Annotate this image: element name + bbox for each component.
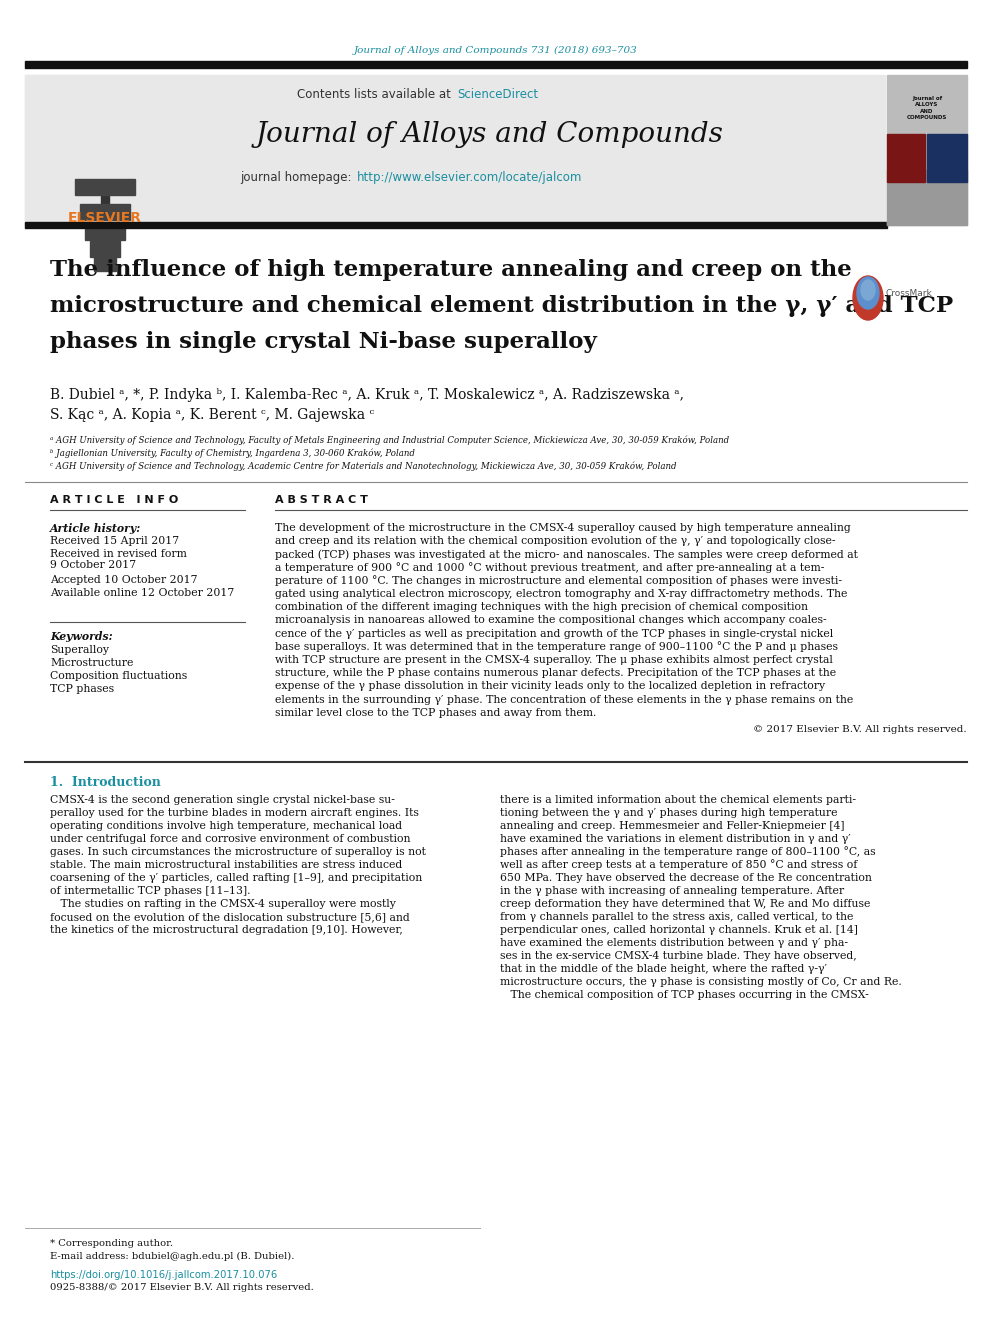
Text: Article history:: Article history:: [50, 523, 141, 533]
Text: there is a limited information about the chemical elements parti-: there is a limited information about the…: [500, 795, 856, 804]
Text: expense of the γ phase dissolution in their vicinity leads only to the localized: expense of the γ phase dissolution in th…: [275, 681, 825, 692]
Text: ELSEVIER: ELSEVIER: [68, 210, 142, 225]
Text: Composition fluctuations: Composition fluctuations: [50, 671, 187, 681]
Text: under centrifugal force and corrosive environment of combustion: under centrifugal force and corrosive en…: [50, 833, 411, 844]
Bar: [887, 169, 967, 225]
Text: 9 October 2017: 9 October 2017: [50, 560, 136, 570]
Text: 1.  Introduction: 1. Introduction: [50, 777, 161, 790]
Text: S. Kąc ᵃ, A. Kopia ᵃ, K. Berent ᶜ, M. Gajewska ᶜ: S. Kąc ᵃ, A. Kopia ᵃ, K. Berent ᶜ, M. Ga…: [50, 407, 374, 422]
Text: A B S T R A C T: A B S T R A C T: [275, 495, 368, 505]
Text: ᵇ Jagiellonian University, Faculty of Chemistry, Ingardena 3, 30-060 Kraków, Pol: ᵇ Jagiellonian University, Faculty of Ch…: [50, 448, 415, 458]
Text: https://doi.org/10.1016/j.jallcom.2017.10.076: https://doi.org/10.1016/j.jallcom.2017.1…: [50, 1270, 277, 1279]
Text: The development of the microstructure in the CMSX-4 superalloy caused by high te: The development of the microstructure in…: [275, 523, 851, 533]
Bar: [101, 180, 109, 210]
Text: perature of 1100 °C. The changes in microstructure and elemental composition of : perature of 1100 °C. The changes in micr…: [275, 576, 842, 586]
Text: coarsening of the γ′ particles, called rafting [1–9], and precipitation: coarsening of the γ′ particles, called r…: [50, 873, 423, 882]
Text: from γ channels parallel to the stress axis, called vertical, to the: from γ channels parallel to the stress a…: [500, 912, 853, 922]
Text: journal homepage:: journal homepage:: [240, 172, 355, 184]
Text: Received in revised form: Received in revised form: [50, 549, 186, 560]
Text: phases after annealing in the temperature range of 800–1100 °C, as: phases after annealing in the temperatur…: [500, 847, 876, 857]
Text: base superalloys. It was determined that in the temperature range of 900–1100 °C: base superalloys. It was determined that…: [275, 642, 838, 652]
Text: Available online 12 October 2017: Available online 12 October 2017: [50, 587, 234, 598]
Text: http://www.elsevier.com/locate/jalcom: http://www.elsevier.com/locate/jalcom: [357, 172, 582, 184]
Text: ses in the ex-service CMSX-4 turbine blade. They have observed,: ses in the ex-service CMSX-4 turbine bla…: [500, 951, 857, 960]
Text: peralloy used for the turbine blades in modern aircraft engines. Its: peralloy used for the turbine blades in …: [50, 808, 419, 818]
Text: that in the middle of the blade height, where the rafted γ-γ′: that in the middle of the blade height, …: [500, 964, 827, 974]
Text: have examined the elements distribution between γ and γ′ pha-: have examined the elements distribution …: [500, 938, 848, 949]
Text: A R T I C L E   I N F O: A R T I C L E I N F O: [50, 495, 179, 505]
Bar: [25, 61, 967, 67]
Text: CrossMark: CrossMark: [886, 290, 932, 299]
Bar: [90, 241, 120, 257]
Text: Journal of Alloys and Compounds 731 (2018) 693–703: Journal of Alloys and Compounds 731 (201…: [354, 45, 638, 54]
Text: elements in the surrounding γ′ phase. The concentration of these elements in the: elements in the surrounding γ′ phase. Th…: [275, 695, 853, 705]
Text: well as after creep tests at a temperature of 850 °C and stress of: well as after creep tests at a temperatu…: [500, 860, 857, 871]
Bar: [25, 75, 885, 225]
Text: The influence of high temperature annealing and creep on the: The influence of high temperature anneal…: [50, 259, 852, 280]
Text: a temperature of 900 °C and 1000 °C without previous treatment, and after pre-an: a temperature of 900 °C and 1000 °C with…: [275, 562, 824, 573]
Text: and creep and its relation with the chemical composition evolution of the γ, γ′ : and creep and its relation with the chem…: [275, 536, 835, 546]
Ellipse shape: [857, 277, 879, 310]
Ellipse shape: [861, 280, 875, 300]
Text: microstructure occurs, the γ phase is consisting mostly of Co, Cr and Re.: microstructure occurs, the γ phase is co…: [500, 976, 902, 987]
Bar: [80, 204, 130, 220]
Text: ᵃ AGH University of Science and Technology, Faculty of Metals Engineering and In: ᵃ AGH University of Science and Technolo…: [50, 435, 729, 445]
Bar: [887, 134, 925, 183]
Text: stable. The main microstructural instabilities are stress induced: stable. The main microstructural instabi…: [50, 860, 402, 871]
Text: combination of the different imaging techniques with the high precision of chemi: combination of the different imaging tec…: [275, 602, 808, 613]
Text: TCP phases: TCP phases: [50, 684, 114, 695]
Text: phases in single crystal Ni-base superalloy: phases in single crystal Ni-base superal…: [50, 331, 597, 353]
Bar: [85, 224, 125, 239]
Text: the kinetics of the microstructural degradation [9,10]. However,: the kinetics of the microstructural degr…: [50, 925, 403, 935]
Text: tioning between the γ and γ′ phases during high temperature: tioning between the γ and γ′ phases duri…: [500, 808, 837, 818]
Bar: [927, 134, 967, 183]
Text: * Corresponding author.: * Corresponding author.: [50, 1238, 173, 1248]
Bar: [25, 75, 200, 225]
Text: The chemical composition of TCP phases occurring in the CMSX-: The chemical composition of TCP phases o…: [500, 990, 869, 1000]
Text: Keywords:: Keywords:: [50, 631, 113, 643]
Text: Accepted 10 October 2017: Accepted 10 October 2017: [50, 576, 197, 585]
Text: structure, while the P phase contains numerous planar defects. Precipitation of : structure, while the P phase contains nu…: [275, 668, 836, 679]
Text: ScienceDirect: ScienceDirect: [457, 89, 538, 102]
Text: annealing and creep. Hemmesmeier and Feller-Kniepmeier [4]: annealing and creep. Hemmesmeier and Fel…: [500, 822, 844, 831]
Text: 0925-8388/© 2017 Elsevier B.V. All rights reserved.: 0925-8388/© 2017 Elsevier B.V. All right…: [50, 1283, 313, 1293]
Text: Received 15 April 2017: Received 15 April 2017: [50, 536, 180, 546]
Text: Superalloy: Superalloy: [50, 646, 109, 655]
Text: 650 MPa. They have observed the decrease of the Re concentration: 650 MPa. They have observed the decrease…: [500, 873, 872, 882]
Text: The studies on rafting in the CMSX-4 superalloy were mostly: The studies on rafting in the CMSX-4 sup…: [50, 900, 396, 909]
Text: © 2017 Elsevier B.V. All rights reserved.: © 2017 Elsevier B.V. All rights reserved…: [753, 725, 967, 734]
Text: Contents lists available at: Contents lists available at: [298, 89, 455, 102]
Text: focused on the evolution of the dislocation substructure [5,6] and: focused on the evolution of the dislocat…: [50, 912, 410, 922]
Bar: [75, 179, 135, 194]
Text: operating conditions involve high temperature, mechanical load: operating conditions involve high temper…: [50, 822, 402, 831]
Text: E-mail address: bdubiel@agh.edu.pl (B. Dubiel).: E-mail address: bdubiel@agh.edu.pl (B. D…: [50, 1252, 295, 1261]
Bar: [94, 255, 116, 271]
Text: microstructure and chemical element distribution in the γ, γ′ and TCP: microstructure and chemical element dist…: [50, 295, 953, 318]
Ellipse shape: [853, 277, 883, 320]
Text: with TCP structure are present in the CMSX-4 superalloy. The μ phase exhibits al: with TCP structure are present in the CM…: [275, 655, 833, 665]
Text: microanalysis in nanoareas allowed to examine the compositional changes which ac: microanalysis in nanoareas allowed to ex…: [275, 615, 826, 626]
Text: gases. In such circumstances the microstructure of superalloy is not: gases. In such circumstances the microst…: [50, 847, 426, 857]
Text: packed (TCP) phases was investigated at the micro- and nanoscales. The samples w: packed (TCP) phases was investigated at …: [275, 549, 858, 560]
Text: ᶜ AGH University of Science and Technology, Academic Centre for Materials and Na: ᶜ AGH University of Science and Technolo…: [50, 462, 677, 471]
Text: Microstructure: Microstructure: [50, 658, 133, 668]
Text: creep deformation they have determined that W, Re and Mo diffuse: creep deformation they have determined t…: [500, 900, 870, 909]
Text: Journal of Alloys and Compounds: Journal of Alloys and Compounds: [256, 122, 724, 148]
Text: in the γ phase with increasing of annealing temperature. After: in the γ phase with increasing of anneal…: [500, 886, 844, 896]
Bar: [25, 222, 887, 228]
Text: have examined the variations in element distribution in γ and γ′: have examined the variations in element …: [500, 833, 851, 844]
Text: gated using analytical electron microscopy, electron tomography and X-ray diffra: gated using analytical electron microsco…: [275, 589, 847, 599]
Text: CMSX-4 is the second generation single crystal nickel-base su-: CMSX-4 is the second generation single c…: [50, 795, 395, 804]
Text: perpendicular ones, called horizontal γ channels. Kruk et al. [14]: perpendicular ones, called horizontal γ …: [500, 925, 858, 935]
Text: similar level close to the TCP phases and away from them.: similar level close to the TCP phases an…: [275, 708, 596, 718]
Text: Journal of
ALLOYS
AND
COMPOUNDS: Journal of ALLOYS AND COMPOUNDS: [907, 97, 947, 120]
Text: B. Dubiel ᵃ, *, P. Indyka ᵇ, I. Kalemba-Rec ᵃ, A. Kruk ᵃ, T. Moskalewicz ᵃ, A. R: B. Dubiel ᵃ, *, P. Indyka ᵇ, I. Kalemba-…: [50, 388, 684, 402]
Text: of intermetallic TCP phases [11–13].: of intermetallic TCP phases [11–13].: [50, 886, 251, 896]
Text: cence of the γ′ particles as well as precipitation and growth of the TCP phases : cence of the γ′ particles as well as pre…: [275, 628, 833, 639]
Bar: [887, 75, 967, 225]
